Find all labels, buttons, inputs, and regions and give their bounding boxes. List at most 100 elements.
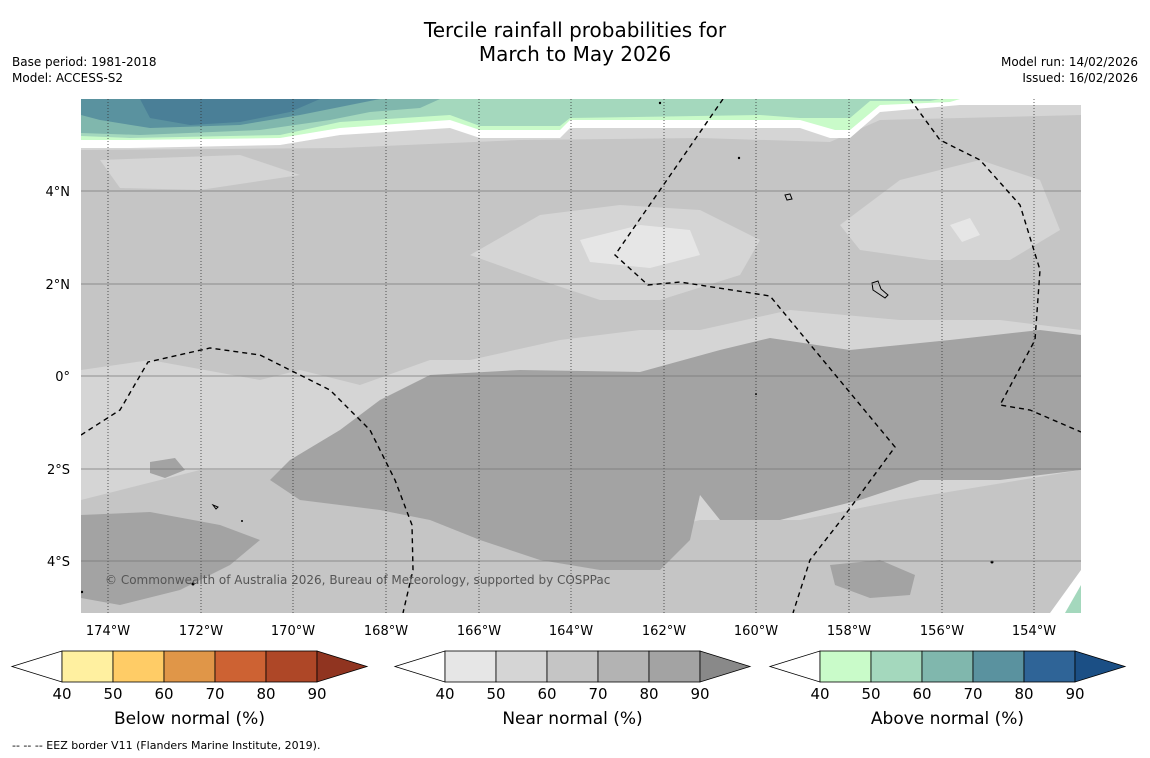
colorbar-segment bbox=[495, 650, 548, 683]
map-title: Tercile rainfall probabilities for March… bbox=[0, 18, 1150, 66]
colorbar-segment bbox=[546, 650, 599, 683]
colorbar: 40 50 60 70 80 90 bbox=[10, 650, 369, 703]
colorbar-high-arrow bbox=[699, 650, 752, 683]
lat-tick-label: 4°S bbox=[47, 555, 70, 570]
lon-tick-label: 154°W bbox=[1012, 624, 1056, 639]
colorbar-segment bbox=[444, 650, 497, 683]
colorbar-segment bbox=[819, 650, 872, 683]
colorbar-low-arrow bbox=[768, 650, 821, 683]
lon-tick-label: 156°W bbox=[920, 624, 964, 639]
island-dot bbox=[737, 156, 741, 160]
lat-tick-label: 2°N bbox=[46, 278, 71, 293]
colorbar-tick-label: 70 bbox=[588, 685, 607, 703]
issued-text: Issued: 16/02/2026 bbox=[1022, 71, 1138, 85]
near-normal-50-60-patch bbox=[100, 155, 300, 190]
near-normal-70-80-south bbox=[81, 512, 260, 605]
lon-tick-label: 164°W bbox=[549, 624, 593, 639]
colorbar-tick-label: 60 bbox=[912, 685, 931, 703]
above-normal-70-80-band bbox=[140, 99, 320, 125]
colorbar-low-arrow bbox=[10, 650, 63, 683]
model-info: Base period: 1981-2018 Model: ACCESS-S2 bbox=[12, 54, 157, 86]
colorbar-segment bbox=[648, 650, 701, 683]
colorbar-tick-label: 80 bbox=[1014, 685, 1033, 703]
eez-border-line bbox=[909, 99, 1081, 433]
colorbar-tick-label: 40 bbox=[435, 685, 454, 703]
colorbar-tick-label: 50 bbox=[861, 685, 880, 703]
run-info: Model run: 14/02/2026 Issued: 16/02/2026 bbox=[1001, 54, 1138, 86]
eez-border-line bbox=[614, 99, 896, 613]
colorbar-segment bbox=[1023, 650, 1076, 683]
near-normal-70-80-patch bbox=[150, 458, 185, 478]
near-normal-70-80-patch bbox=[830, 560, 915, 598]
colorbar-low-arrow bbox=[393, 650, 446, 683]
eez-footnote: -- -- -- EEZ border V11 (Flanders Marine… bbox=[12, 739, 321, 752]
near-normal-title: Near normal (%) bbox=[502, 709, 643, 729]
lon-tick-label: 170°W bbox=[271, 624, 315, 639]
below-normal-title: Below normal (%) bbox=[114, 709, 265, 729]
copyright-text: © Commonwealth of Australia 2026, Bureau… bbox=[105, 573, 610, 587]
colorbar-segment bbox=[214, 650, 267, 683]
lat-tick-label: 0° bbox=[55, 370, 70, 385]
map-area: © Commonwealth of Australia 2026, Bureau… bbox=[81, 99, 1081, 613]
title-line-1: Tercile rainfall probabilities for bbox=[423, 18, 727, 42]
colorbar-segment bbox=[870, 650, 923, 683]
colorbar-segment bbox=[265, 650, 318, 683]
model-run-text: Model run: 14/02/2026 bbox=[1000, 55, 1138, 69]
colorbar-tick-label: 70 bbox=[963, 685, 982, 703]
colorbar-tick-label: 90 bbox=[690, 685, 709, 703]
island-dot bbox=[241, 520, 243, 522]
island-outline bbox=[784, 193, 793, 201]
colorbar: 40 50 60 70 80 90 bbox=[768, 650, 1127, 703]
colorbar-tick-label: 80 bbox=[639, 685, 658, 703]
lat-tick-label: 4°N bbox=[46, 185, 71, 200]
title-line-2: March to May 2026 bbox=[478, 42, 672, 66]
colorbar-segment bbox=[112, 650, 165, 683]
colorbar-tick-label: 90 bbox=[307, 685, 326, 703]
near-normal-60-70-south bbox=[81, 470, 1081, 613]
eez-borders bbox=[81, 99, 1081, 613]
colorbar-tick-label: 60 bbox=[537, 685, 556, 703]
colorbar-tick-label: 50 bbox=[103, 685, 122, 703]
island-dot bbox=[81, 590, 84, 594]
colorbar-tick-label: 50 bbox=[486, 685, 505, 703]
colorbar-tick-label: 40 bbox=[52, 685, 71, 703]
colorbar-high-arrow bbox=[316, 650, 369, 683]
colorbar-tick-label: 90 bbox=[1065, 685, 1084, 703]
base-period-text: Base period: 1981-2018 bbox=[12, 55, 157, 69]
above-normal-title: Above normal (%) bbox=[870, 709, 1025, 729]
near-normal-50-60-patch bbox=[840, 160, 1060, 260]
graticule bbox=[81, 99, 1081, 613]
axis-labels: 174°W 172°W 170°W 168°W 166°W 164°W 162°W 160°W… bbox=[46, 185, 1057, 639]
colorbar-tick-label: 60 bbox=[154, 685, 173, 703]
colorbar: 40 50 60 70 80 90 bbox=[393, 650, 752, 703]
colorbar-tick-label: 40 bbox=[810, 685, 829, 703]
lon-tick-label: 162°W bbox=[642, 624, 686, 639]
island-outline bbox=[211, 503, 219, 510]
model-text: Model: ACCESS-S2 bbox=[12, 71, 124, 85]
colorbar-segment bbox=[972, 650, 1025, 683]
lon-tick-label: 172°W bbox=[179, 624, 223, 639]
colorbar-segment bbox=[921, 650, 974, 683]
colorbar-tick-label: 80 bbox=[256, 685, 275, 703]
colorbar-segment bbox=[163, 650, 216, 683]
near-normal-50-60-patch bbox=[81, 360, 350, 460]
lat-tick-label: 2°S bbox=[47, 463, 70, 478]
island-dot bbox=[191, 582, 195, 586]
lon-tick-label: 174°W bbox=[86, 624, 130, 639]
lon-tick-label: 168°W bbox=[364, 624, 408, 639]
island-dot bbox=[658, 101, 662, 105]
lon-tick-label: 160°W bbox=[734, 624, 778, 639]
near-normal-70-80-region bbox=[270, 330, 1081, 570]
colorbar-segment bbox=[597, 650, 650, 683]
near-normal-40-50-patch bbox=[580, 225, 700, 268]
eez-border-line bbox=[81, 347, 414, 613]
colorbars: 40 50 60 70 80 90 40 50 60 70 80 90 40 50 60 70 80 90 bbox=[10, 650, 1127, 703]
near-normal-40-50-patch bbox=[950, 218, 980, 242]
lon-tick-label: 158°W bbox=[827, 624, 871, 639]
above-normal-corner bbox=[1065, 585, 1081, 613]
colorbar-high-arrow bbox=[1074, 650, 1127, 683]
colorbar-tick-label: 70 bbox=[205, 685, 224, 703]
island-outline bbox=[871, 280, 889, 299]
lon-tick-label: 166°W bbox=[457, 624, 501, 639]
